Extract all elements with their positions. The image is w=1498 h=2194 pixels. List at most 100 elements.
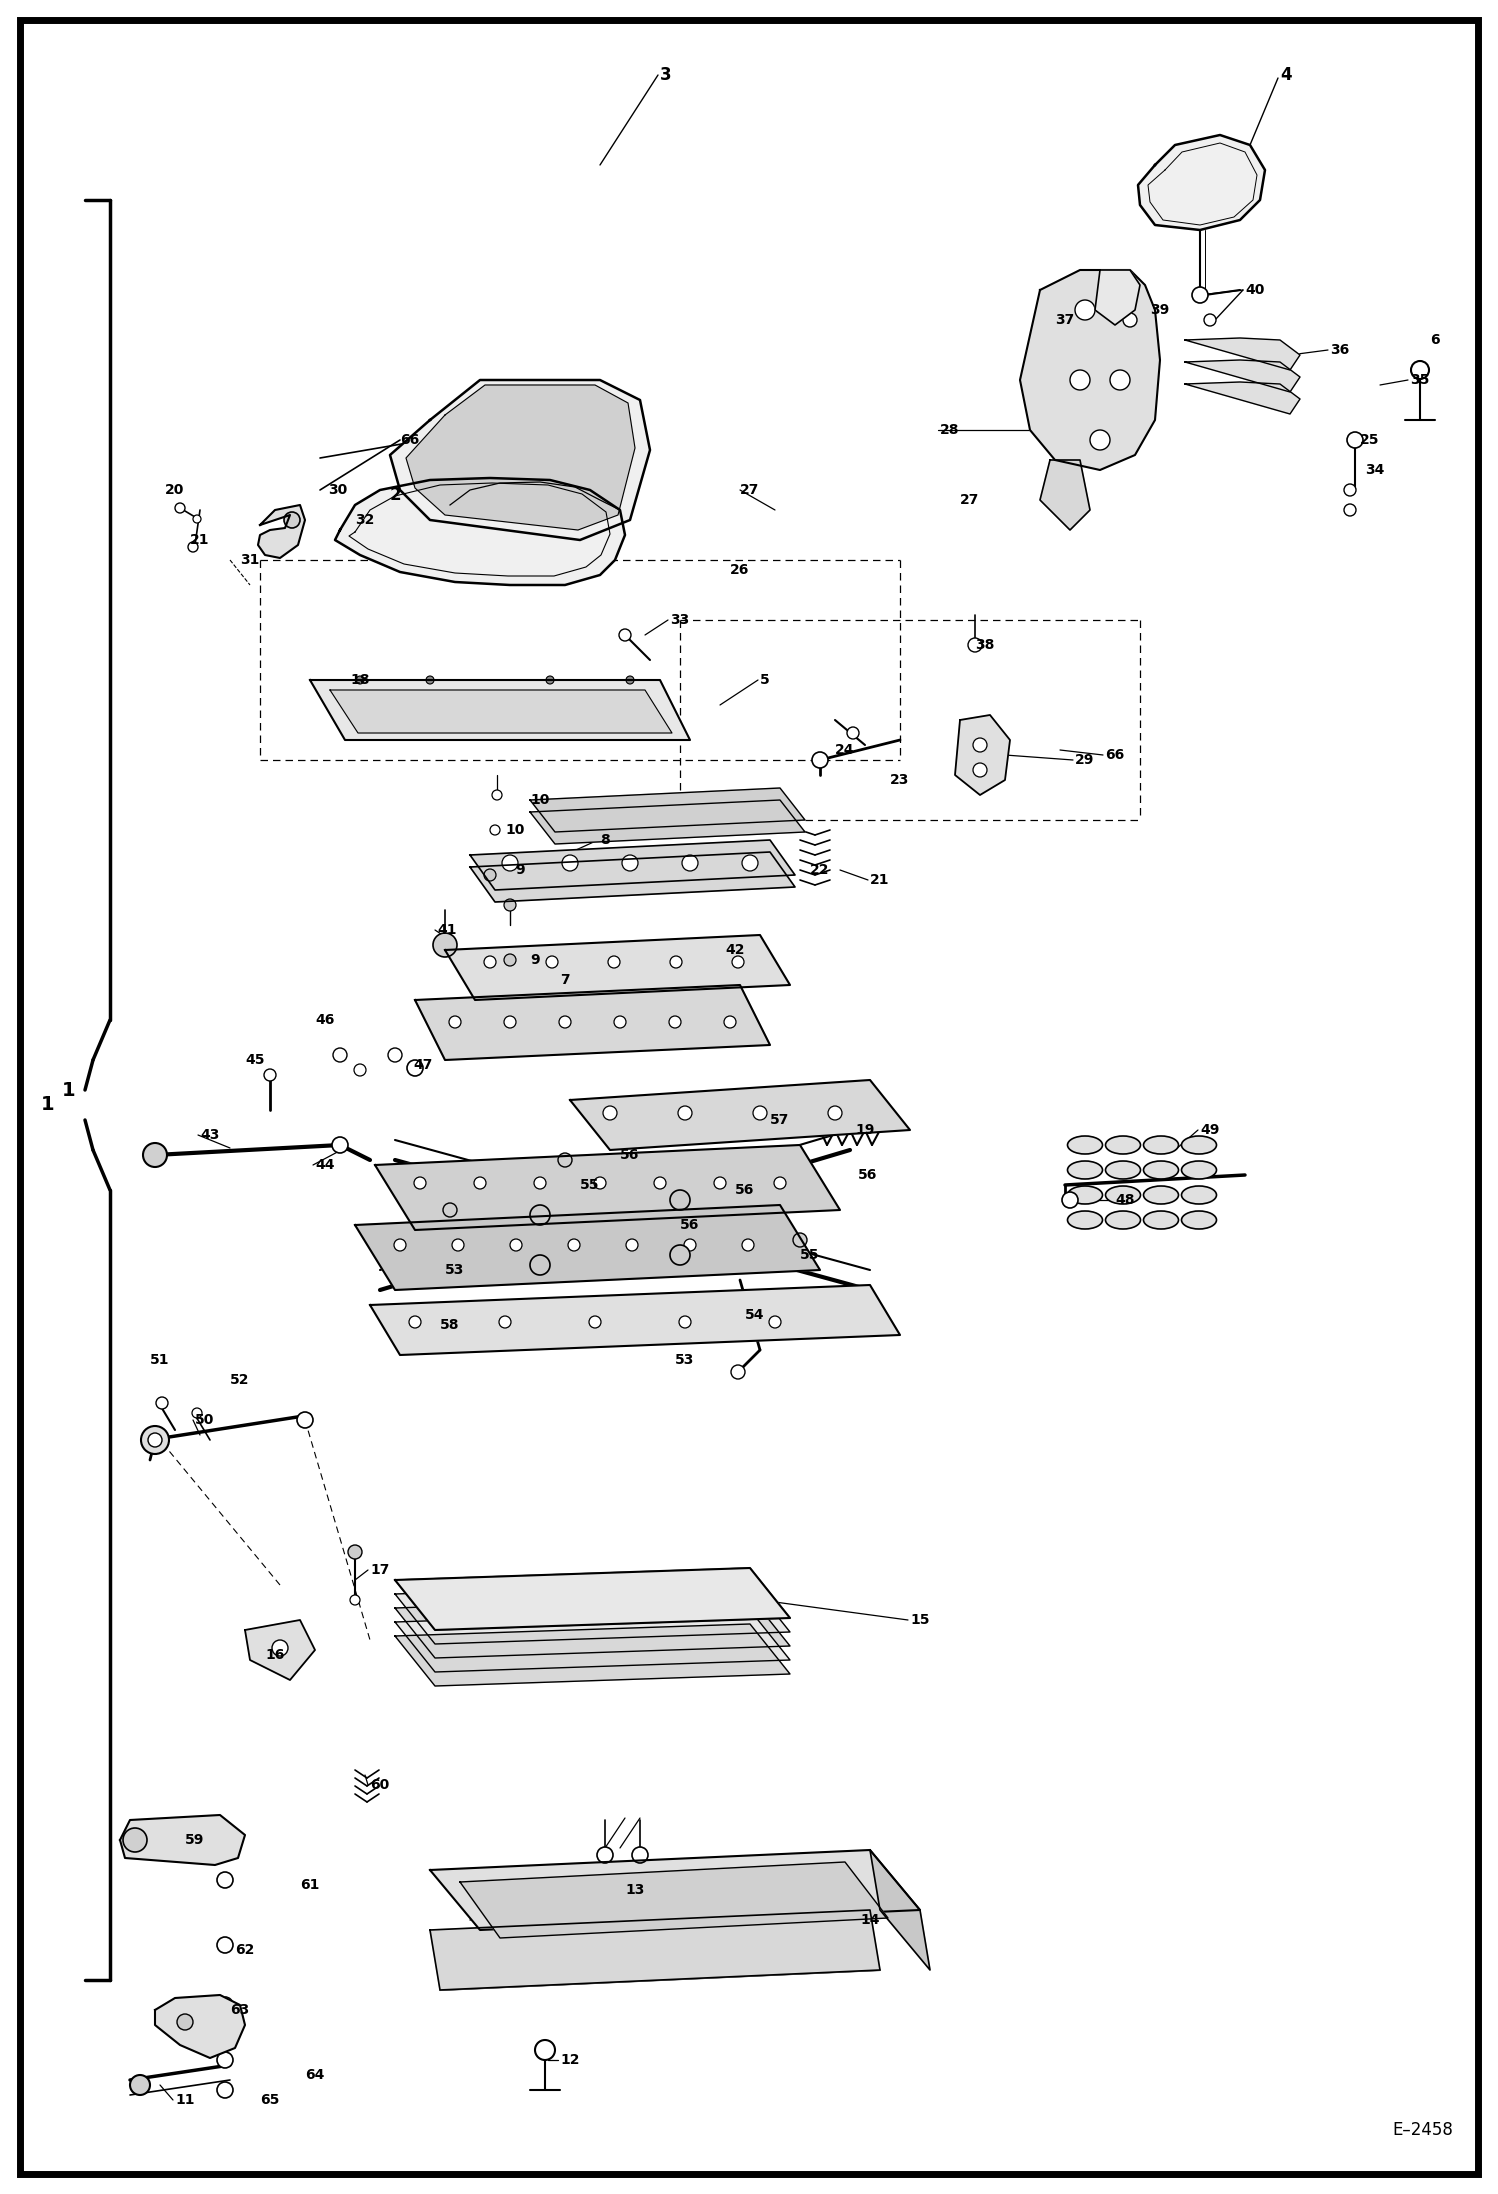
Circle shape xyxy=(1091,430,1110,450)
Ellipse shape xyxy=(1106,1187,1140,1205)
Circle shape xyxy=(273,1639,288,1656)
Text: 36: 36 xyxy=(1330,342,1350,358)
Polygon shape xyxy=(1185,360,1300,393)
Circle shape xyxy=(425,676,434,685)
Text: 9: 9 xyxy=(530,952,539,968)
Circle shape xyxy=(530,1205,550,1224)
Circle shape xyxy=(499,1316,511,1327)
Circle shape xyxy=(333,1049,348,1062)
Circle shape xyxy=(598,1847,613,1863)
Circle shape xyxy=(670,1189,691,1211)
Text: 55: 55 xyxy=(800,1248,819,1262)
Polygon shape xyxy=(956,715,1010,794)
Circle shape xyxy=(484,957,496,968)
Circle shape xyxy=(521,1887,538,1902)
Polygon shape xyxy=(430,1911,879,1990)
Circle shape xyxy=(1110,371,1129,391)
Circle shape xyxy=(792,1233,807,1246)
Text: 56: 56 xyxy=(680,1218,700,1233)
Polygon shape xyxy=(395,1610,789,1672)
Text: 10: 10 xyxy=(530,792,550,807)
Circle shape xyxy=(733,957,745,968)
Circle shape xyxy=(264,1068,276,1082)
Circle shape xyxy=(774,1176,786,1189)
Text: 16: 16 xyxy=(265,1648,285,1663)
Circle shape xyxy=(753,1106,767,1119)
Text: 66: 66 xyxy=(1106,748,1125,761)
Text: 54: 54 xyxy=(745,1308,764,1323)
Ellipse shape xyxy=(1068,1136,1103,1154)
Circle shape xyxy=(626,1240,638,1251)
Polygon shape xyxy=(430,1850,920,1931)
Circle shape xyxy=(192,1409,202,1417)
Text: 59: 59 xyxy=(184,1832,204,1847)
Circle shape xyxy=(557,1154,572,1167)
Polygon shape xyxy=(1185,382,1300,415)
Polygon shape xyxy=(395,1595,789,1659)
Text: 44: 44 xyxy=(315,1158,334,1172)
Text: 43: 43 xyxy=(201,1128,219,1143)
Text: 21: 21 xyxy=(190,533,210,546)
Text: 52: 52 xyxy=(231,1373,250,1387)
Circle shape xyxy=(545,957,557,968)
Circle shape xyxy=(812,753,828,768)
Circle shape xyxy=(1344,505,1356,516)
Polygon shape xyxy=(470,840,795,891)
Ellipse shape xyxy=(1143,1136,1179,1154)
Circle shape xyxy=(679,1316,691,1327)
Circle shape xyxy=(1062,1191,1079,1209)
Text: 57: 57 xyxy=(770,1112,789,1128)
Circle shape xyxy=(1110,301,1129,320)
Circle shape xyxy=(156,1398,168,1409)
Text: 3: 3 xyxy=(661,66,671,83)
Text: 58: 58 xyxy=(440,1319,460,1332)
Circle shape xyxy=(407,1060,422,1075)
Text: 61: 61 xyxy=(300,1878,319,1891)
Circle shape xyxy=(619,630,631,641)
Polygon shape xyxy=(1095,270,1140,325)
Circle shape xyxy=(685,1240,697,1251)
Circle shape xyxy=(449,1016,461,1029)
Circle shape xyxy=(217,1871,234,1889)
Text: 63: 63 xyxy=(231,2003,249,2016)
Text: 55: 55 xyxy=(580,1178,599,1191)
Circle shape xyxy=(968,638,983,652)
Ellipse shape xyxy=(1106,1211,1140,1229)
Text: 4: 4 xyxy=(1279,66,1291,83)
Ellipse shape xyxy=(1143,1211,1179,1229)
Polygon shape xyxy=(530,801,804,845)
Circle shape xyxy=(413,1176,425,1189)
Circle shape xyxy=(388,1049,401,1062)
Text: 56: 56 xyxy=(858,1167,878,1183)
Text: 65: 65 xyxy=(261,2093,279,2106)
Circle shape xyxy=(533,1176,545,1189)
Circle shape xyxy=(357,676,364,685)
Text: 30: 30 xyxy=(328,483,348,498)
Text: 60: 60 xyxy=(370,1777,389,1792)
Circle shape xyxy=(433,932,457,957)
Circle shape xyxy=(502,856,518,871)
Circle shape xyxy=(535,2040,554,2060)
Circle shape xyxy=(130,2076,150,2095)
Polygon shape xyxy=(258,505,306,557)
Polygon shape xyxy=(389,380,650,540)
Circle shape xyxy=(974,737,987,753)
Circle shape xyxy=(614,1016,626,1029)
Text: 22: 22 xyxy=(810,862,830,878)
Polygon shape xyxy=(395,1624,789,1685)
Circle shape xyxy=(217,1997,234,2014)
Circle shape xyxy=(1076,301,1095,320)
Polygon shape xyxy=(310,680,691,739)
Circle shape xyxy=(473,1176,485,1189)
Text: 11: 11 xyxy=(175,2093,195,2106)
Text: 31: 31 xyxy=(240,553,259,566)
Text: 66: 66 xyxy=(400,432,419,448)
Ellipse shape xyxy=(1182,1136,1216,1154)
Ellipse shape xyxy=(1106,1161,1140,1178)
Text: 29: 29 xyxy=(1076,753,1095,768)
Circle shape xyxy=(742,856,758,871)
Circle shape xyxy=(354,1064,366,1075)
Circle shape xyxy=(217,1937,234,1953)
Text: 32: 32 xyxy=(355,513,374,527)
Circle shape xyxy=(731,1365,745,1380)
